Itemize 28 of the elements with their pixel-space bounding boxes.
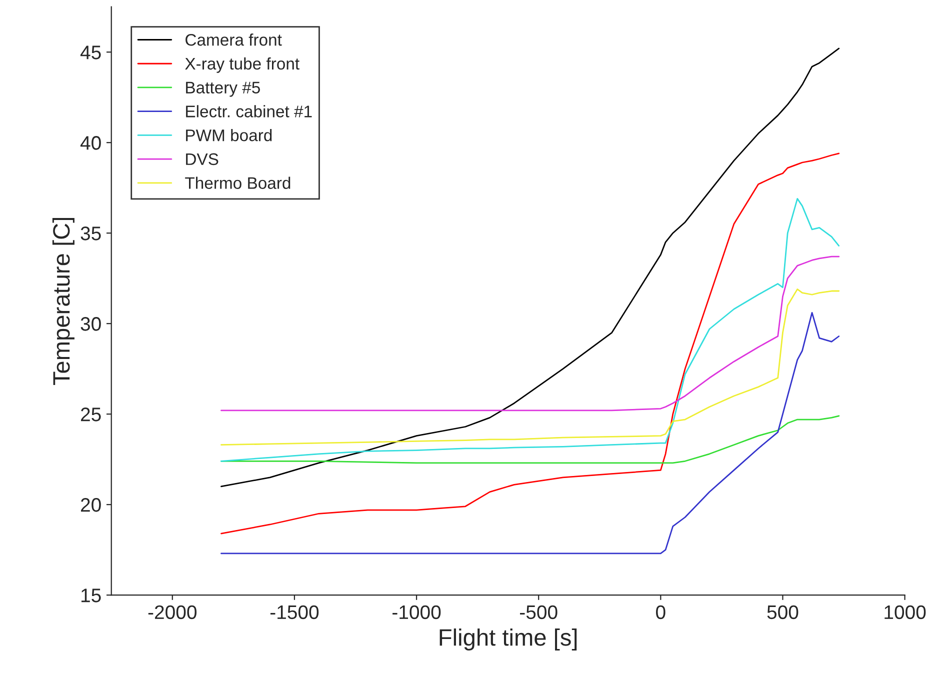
line-series — [220, 312, 840, 554]
legend-label: Camera front — [186, 34, 282, 46]
legend-label: Thermo Board — [185, 176, 290, 189]
x-tick-label: 1000 — [884, 605, 926, 620]
x-tick-label: -1500 — [270, 605, 319, 620]
line-series — [220, 198, 840, 462]
x-tick-label: -500 — [520, 605, 558, 620]
line-series — [220, 256, 840, 412]
x-tick-label: 500 — [767, 605, 798, 620]
x-tick-label: -2000 — [148, 605, 196, 620]
y-tick-label: 30 — [80, 317, 101, 331]
y-axis-title: Temperature [C] — [52, 218, 74, 386]
x-axis-title: Flight time [s] — [440, 628, 577, 650]
y-tick-label: 25 — [80, 408, 101, 422]
line-series — [220, 415, 840, 464]
y-tick-label: 20 — [80, 498, 101, 512]
y-tick-label: 40 — [80, 136, 101, 150]
y-tick-label: 45 — [80, 46, 101, 60]
legend-label: Battery #5 — [186, 82, 260, 97]
legend-label: PWM board — [186, 128, 272, 142]
line-series — [220, 288, 840, 446]
y-tick-label: 15 — [81, 588, 101, 602]
y-tick-label: 35 — [80, 226, 101, 240]
legend-label: DVS — [186, 153, 218, 166]
legend-label: Electr. cabinet #1 — [186, 105, 312, 118]
x-tick-label: -1000 — [392, 605, 441, 620]
legend-label: X-ray tube front — [185, 57, 300, 73]
x-tick-label: 0 — [656, 605, 666, 620]
